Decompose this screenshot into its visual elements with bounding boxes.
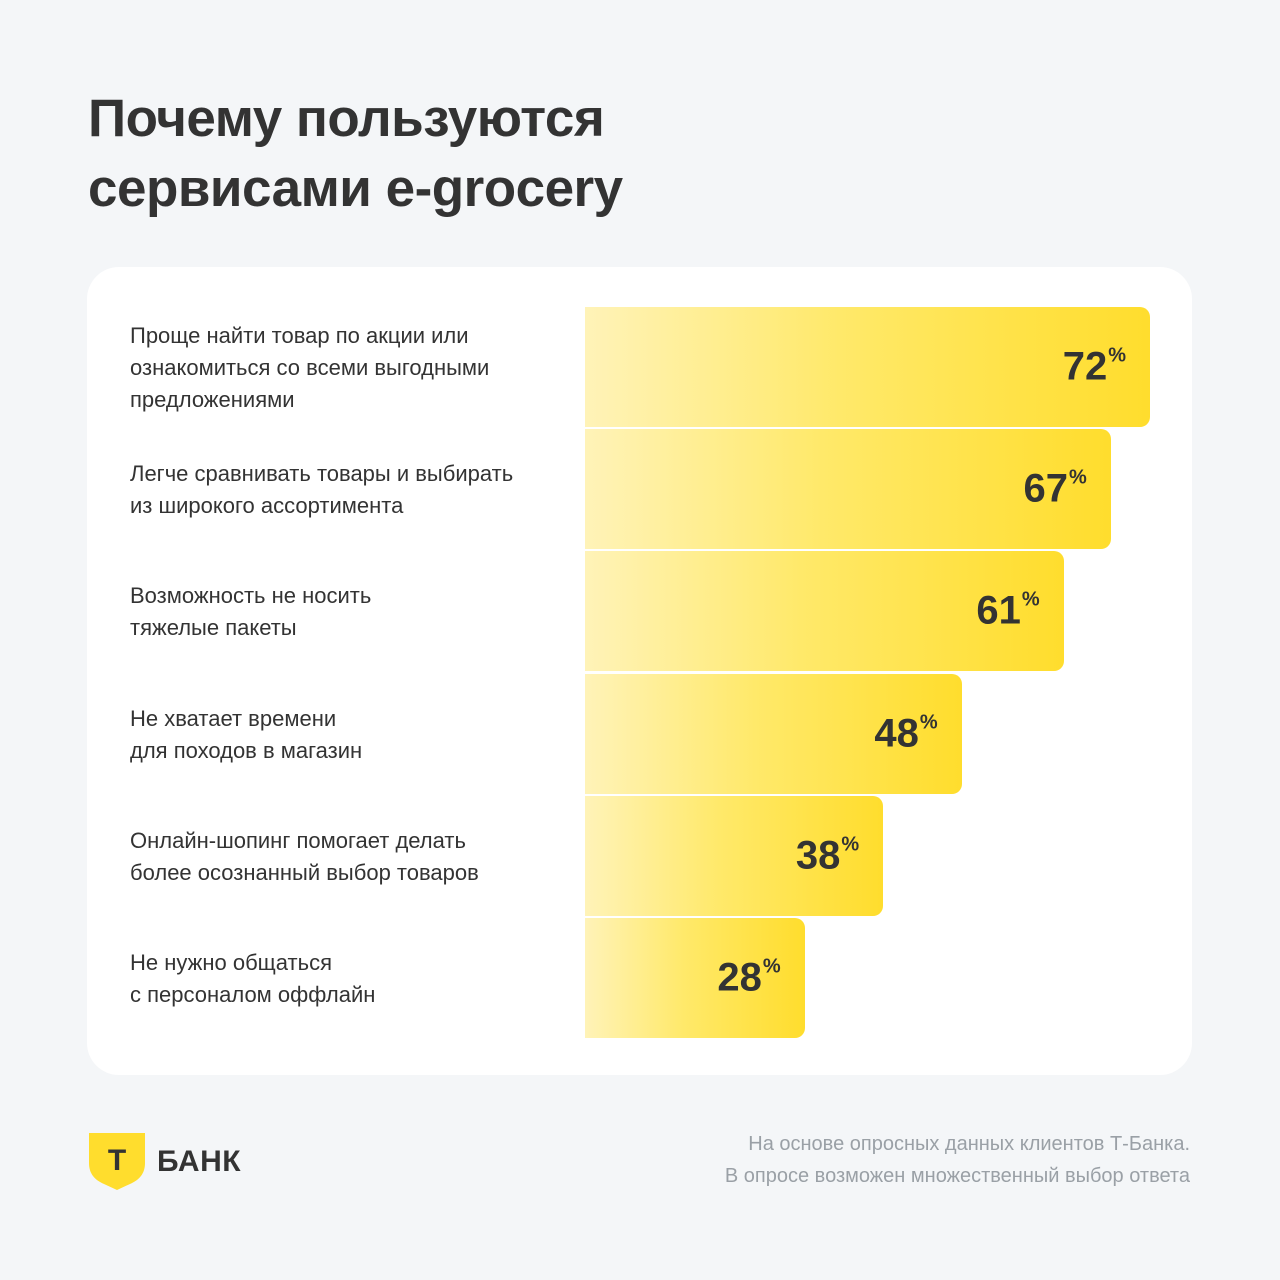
category-label-line: тяжелые пакеты (130, 615, 297, 641)
chart-row: Не нужно общаться с персоналом оффлайн 28% (87, 918, 1192, 1040)
data-label-value: 38 (795, 833, 841, 878)
title-line-2: сервисами e-grocery (88, 159, 623, 218)
chart-row: Легче сравнивать товары и выбирать из шир… (87, 429, 1192, 551)
bar: 38% (585, 795, 884, 916)
data-label: 28% (717, 956, 780, 1001)
category-label-line: предложениями (130, 387, 295, 412)
category-label-line: Онлайн-шопинг помогает делать (130, 827, 466, 853)
page-title: Почему пользуются сервисами e-grocery (88, 84, 623, 224)
logo-text: БАНК (157, 1145, 242, 1178)
logo: Т БАНК (89, 1133, 241, 1191)
bar: 48% (585, 673, 962, 794)
data-label: 61% (976, 589, 1039, 634)
data-label-value: 28 (717, 955, 762, 1000)
category-label-line: с персоналом оффлайн (130, 982, 376, 1007)
category-label-line: Легче сравнивать товары и выбирать (130, 461, 514, 487)
category-label-line: Возможность не носить (130, 583, 372, 609)
category-label: Возможность не носить тяжелые пакеты (130, 580, 570, 644)
data-label-value: 72 (1062, 344, 1108, 389)
data-label: 38% (796, 833, 859, 878)
title-line-1: Почему пользуются (88, 89, 605, 148)
category-label: Онлайн-шопинг помогает делать более осозн… (130, 825, 570, 889)
category-label-line: Не хватает времени (130, 705, 337, 731)
data-label: 67% (1023, 467, 1086, 512)
chart-card: Проще найти товар по акции или ознакомить… (87, 267, 1192, 1075)
data-label-value: 61 (976, 588, 1021, 633)
category-label: Проще найти товар по акции или ознакомить… (130, 320, 570, 416)
footnote-line-2: В опросе возможен множественный выбор от… (724, 1165, 1190, 1187)
bar: 67% (585, 429, 1111, 550)
bar: 72% (585, 307, 1150, 427)
category-label-line: Проще найти товар по акции или (130, 323, 469, 348)
category-label-line: более осознанный выбор товаров (130, 859, 479, 885)
data-label: 72% (1063, 345, 1126, 390)
data-label-value: 48 (874, 711, 919, 756)
category-label: Не нужно общаться с персоналом оффлайн (130, 947, 570, 1011)
category-label: Не хватает времени для походов в магазин (130, 703, 570, 767)
category-label-line: из широкого ассортимента (130, 493, 404, 519)
chart-row: Не хватает времени для походов в магазин 4… (87, 673, 1192, 796)
data-label-suffix: % (841, 833, 860, 856)
category-label-line: для походов в магазин (130, 737, 363, 763)
category-label-line: Не нужно общаться (130, 950, 332, 975)
data-label-suffix: % (1068, 466, 1087, 489)
logo-mark: Т (108, 1144, 126, 1177)
footnote: На основе опросных данных клиентов Т-Бан… (725, 1128, 1190, 1192)
data-label: 48% (874, 711, 937, 756)
category-label: Легче сравнивать товары и выбирать из шир… (130, 458, 570, 522)
shield-icon: Т (89, 1133, 145, 1190)
footnote-line-1: На основе опросных данных клиентов Т-Бан… (748, 1133, 1190, 1155)
bar: 61% (585, 551, 1064, 672)
bar: 28% (585, 918, 805, 1038)
data-label-suffix: % (762, 955, 781, 978)
category-label-line: ознакомиться со всеми выгодными (130, 355, 490, 380)
data-label-suffix: % (919, 711, 938, 734)
data-label-value: 67 (1023, 466, 1068, 511)
data-label-suffix: % (1021, 588, 1040, 611)
data-label-suffix: % (1108, 344, 1126, 367)
chart-row: Возможность не носить тяжелые пакеты 61% (87, 551, 1192, 673)
chart-row: Проще найти товар по акции или ознакомить… (87, 307, 1192, 429)
chart-row: Онлайн-шопинг помогает делать более осозн… (87, 795, 1192, 918)
